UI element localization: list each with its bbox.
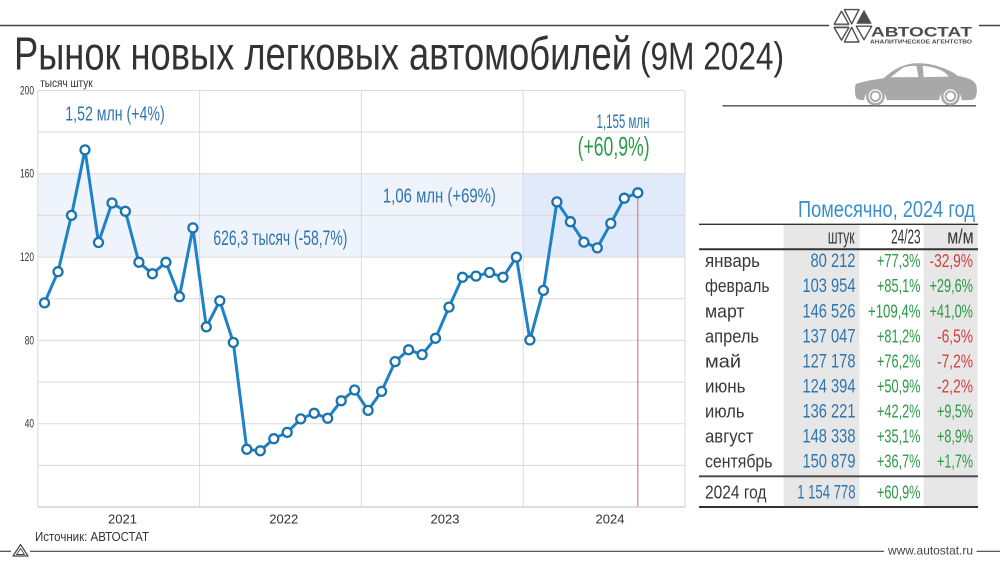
svg-text:АВТОСТАТ: АВТОСТАТ [871,25,973,40]
svg-text:+76,2%: +76,2% [877,351,921,371]
svg-text:-6,5%: -6,5% [937,326,973,346]
svg-text:2023: 2023 [431,512,460,527]
svg-text:март: март [705,300,745,321]
svg-text:www.autostat.ru: www.autostat.ru [887,544,973,558]
svg-text:+85,1%: +85,1% [877,276,921,296]
svg-text:200: 200 [20,83,34,97]
svg-text:Помесячно, 2024 год: Помесячно, 2024 год [798,196,975,222]
svg-text:+41,0%: +41,0% [930,301,974,321]
svg-text:апрель: апрель [705,325,759,346]
svg-text:+50,9%: +50,9% [877,376,921,396]
svg-text:160: 160 [20,167,34,181]
svg-text:103 954: 103 954 [803,275,856,297]
svg-text:2024 год: 2024 год [705,482,767,503]
svg-text:АНАЛИТИЧЕСКОЕ АГЕНТСТВО: АНАЛИТИЧЕСКОЕ АГЕНТСТВО [870,39,973,45]
svg-text:Рынок новых легковых автомобил: Рынок новых легковых автомобилей [14,28,632,80]
svg-text:24/23: 24/23 [891,225,921,248]
svg-text:январь: январь [705,250,760,271]
svg-text:120: 120 [20,250,34,264]
svg-text:148 338: 148 338 [803,425,856,447]
svg-text:+81,2%: +81,2% [877,326,921,346]
svg-text:август: август [705,425,754,446]
svg-text:+109,4%: +109,4% [868,301,921,321]
svg-text:-32,9%: -32,9% [930,251,974,271]
svg-text:(9М 2024): (9М 2024) [640,36,784,79]
svg-text:май: май [705,350,741,371]
svg-text:2021: 2021 [108,512,137,527]
svg-text:июль: июль [705,400,745,421]
svg-text:Источник: АВТОСТАТ: Источник: АВТОСТАТ [35,529,149,544]
svg-text:1,155 млн: 1,155 млн [597,112,650,133]
svg-text:м/м: м/м [947,225,974,248]
svg-text:2022: 2022 [269,512,298,527]
svg-text:июнь: июнь [705,375,746,396]
svg-text:(+60,9%): (+60,9%) [578,131,650,161]
svg-text:+9,5%: +9,5% [937,401,973,421]
svg-text:1,52 млн (+4%): 1,52 млн (+4%) [65,104,164,126]
svg-text:сентябрь: сентябрь [705,450,773,471]
svg-text:штук: штук [828,225,855,248]
svg-text:80: 80 [25,333,34,347]
svg-text:127 178: 127 178 [803,350,856,372]
svg-text:1,06 млн (+69%): 1,06 млн (+69%) [383,185,496,208]
svg-text:+29,6%: +29,6% [930,276,974,296]
svg-text:+1,7%: +1,7% [937,451,973,471]
svg-text:-7,2%: -7,2% [937,351,973,371]
svg-text:137 047: 137 047 [803,325,856,347]
svg-text:136 221: 136 221 [803,400,856,422]
svg-text:1 154 778: 1 154 778 [797,482,855,504]
svg-text:80 212: 80 212 [811,250,856,272]
svg-text:150 879: 150 879 [803,450,856,472]
svg-text:+35,1%: +35,1% [877,426,921,446]
svg-text:+42,2%: +42,2% [877,401,921,421]
svg-text:-2,2%: -2,2% [937,376,973,396]
svg-text:626,3 тысяч (-58,7%): 626,3 тысяч (-58,7%) [213,227,347,250]
svg-text:тысяч штук: тысяч штук [40,78,93,90]
svg-text:+77,3%: +77,3% [877,251,921,271]
svg-text:+60,9%: +60,9% [877,483,921,503]
svg-text:124 394: 124 394 [803,375,856,397]
svg-text:40: 40 [25,417,34,431]
svg-text:+36,7%: +36,7% [877,451,921,471]
svg-text:февраль: февраль [705,275,770,296]
svg-text:2024: 2024 [596,512,625,527]
svg-text:146 526: 146 526 [803,300,856,322]
svg-text:+8,9%: +8,9% [937,426,973,446]
